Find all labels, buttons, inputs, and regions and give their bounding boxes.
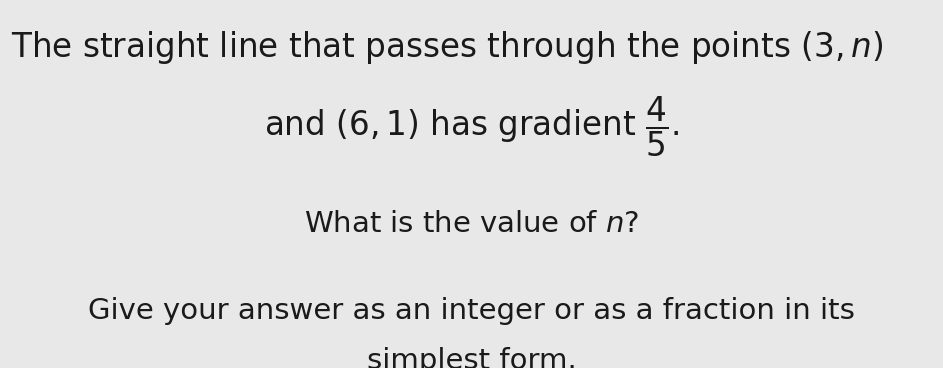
Text: and $(6, 1)$ has gradient $\dfrac{4}{5}$.: and $(6, 1)$ has gradient $\dfrac{4}{5}$…	[264, 95, 679, 159]
Text: simplest form.: simplest form.	[367, 347, 576, 368]
Text: The straight line that passes through the points $(3, n)$: The straight line that passes through th…	[11, 29, 884, 66]
Text: What is the value of $n$?: What is the value of $n$?	[304, 210, 639, 238]
Text: Give your answer as an integer or as a fraction in its: Give your answer as an integer or as a f…	[88, 297, 855, 325]
